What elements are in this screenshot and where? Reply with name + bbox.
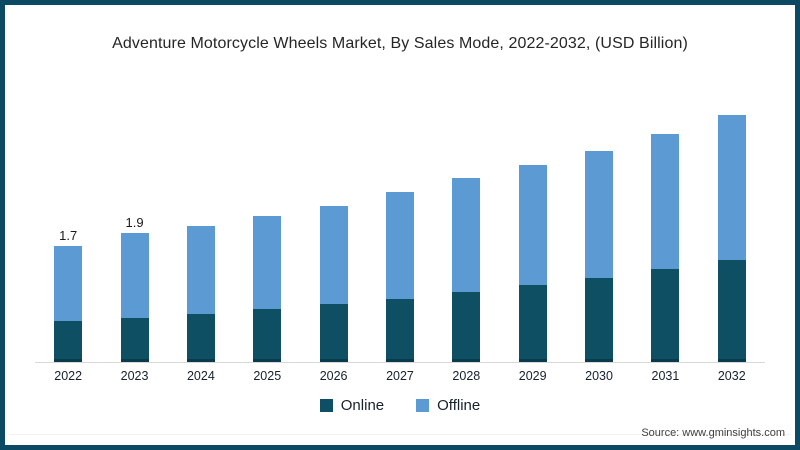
bar-segment-online-2023 xyxy=(120,317,149,362)
bar-group-2023: 1.9 xyxy=(101,105,167,362)
bar-segment-offline-2029 xyxy=(518,164,547,286)
x-axis-label-2032: 2032 xyxy=(717,369,746,383)
x-axis-label-2025: 2025 xyxy=(253,369,282,383)
legend-item-offline: Offline xyxy=(416,397,480,414)
bar-segment-offline-2031 xyxy=(651,134,680,269)
x-axis-label-2024: 2024 xyxy=(186,369,215,383)
bar-segment-online-2025 xyxy=(253,308,282,362)
bar-group-2030 xyxy=(566,105,632,362)
bar-stack-2028 xyxy=(452,178,481,362)
x-axis-label-2022: 2022 xyxy=(54,369,83,383)
bar-segment-offline-2024 xyxy=(186,226,215,315)
bar-segment-offline-2026 xyxy=(319,205,348,305)
bar-stack-2024 xyxy=(186,226,215,362)
bar-group-2028 xyxy=(433,105,499,362)
bar-segment-offline-2032 xyxy=(717,115,746,260)
bar-group-2022: 1.7 xyxy=(35,105,101,362)
bar-stack-2022 xyxy=(54,246,83,362)
bar-segment-offline-2022 xyxy=(54,246,83,322)
x-axis-labels: 2022 2023 2024 2025 2026 2027 2028 2029 2030 2031… xyxy=(35,369,765,383)
legend-label-offline: Offline xyxy=(437,397,481,414)
bar-group-2031 xyxy=(632,105,698,362)
bar-segment-online-2031 xyxy=(651,268,680,362)
bar-segment-online-2028 xyxy=(452,291,481,362)
bar-stack-2027 xyxy=(385,192,414,362)
x-axis-label-2031: 2031 xyxy=(651,369,680,383)
x-axis-label-2030: 2030 xyxy=(585,369,613,383)
bar-stack-2031 xyxy=(651,134,680,362)
bar-segment-online-2027 xyxy=(385,298,414,362)
x-axis-label-2028: 2028 xyxy=(452,369,481,383)
bar-segment-offline-2025 xyxy=(253,215,282,309)
bar-stack-2026 xyxy=(319,205,348,362)
bar-segment-offline-2028 xyxy=(452,178,481,292)
bar-segment-offline-2030 xyxy=(585,151,614,278)
bar-segment-offline-2023 xyxy=(120,232,149,318)
legend: Online Offline xyxy=(5,397,795,414)
legend-item-online: Online xyxy=(319,397,385,414)
bar-group-2026 xyxy=(300,105,366,362)
online-swatch-icon xyxy=(319,399,333,412)
bar-segment-offline-2027 xyxy=(385,192,414,299)
bar-value-label-2023: 1.9 xyxy=(125,214,144,230)
x-axis-label-2027: 2027 xyxy=(386,369,414,383)
legend-label-online: Online xyxy=(340,397,385,414)
bar-stack-2025 xyxy=(253,215,282,362)
bar-stack-2032 xyxy=(717,115,746,362)
bar-group-2032 xyxy=(699,105,765,362)
bar-group-2029 xyxy=(500,105,566,362)
bar-segment-online-2022 xyxy=(54,321,83,362)
offline-swatch-icon xyxy=(416,399,430,412)
bar-stack-2029 xyxy=(518,164,547,362)
bar-segment-online-2029 xyxy=(518,285,547,362)
bar-group-2027 xyxy=(367,105,433,362)
bar-stack-2023 xyxy=(120,232,149,362)
bar-stack-2030 xyxy=(585,151,614,362)
plot-area: 1.7 1.9 xyxy=(35,105,765,362)
bar-segment-online-2026 xyxy=(319,304,348,362)
x-axis-label-2026: 2026 xyxy=(319,369,348,383)
x-axis-line xyxy=(35,362,765,363)
bar-group-2025 xyxy=(234,105,300,362)
bar-segment-online-2030 xyxy=(585,277,614,362)
bar-group-2024 xyxy=(168,105,234,362)
chart-title: Adventure Motorcycle Wheels Market, By S… xyxy=(112,35,688,52)
bar-value-label-2022: 1.7 xyxy=(59,228,78,244)
bottom-divider xyxy=(9,434,791,435)
bar-segment-online-2024 xyxy=(186,314,215,362)
x-axis-label-2023: 2023 xyxy=(120,369,149,383)
x-axis-label-2029: 2029 xyxy=(518,369,547,383)
bar-segment-online-2032 xyxy=(717,260,746,362)
source-note: Source: www.gminsights.com xyxy=(641,427,785,439)
